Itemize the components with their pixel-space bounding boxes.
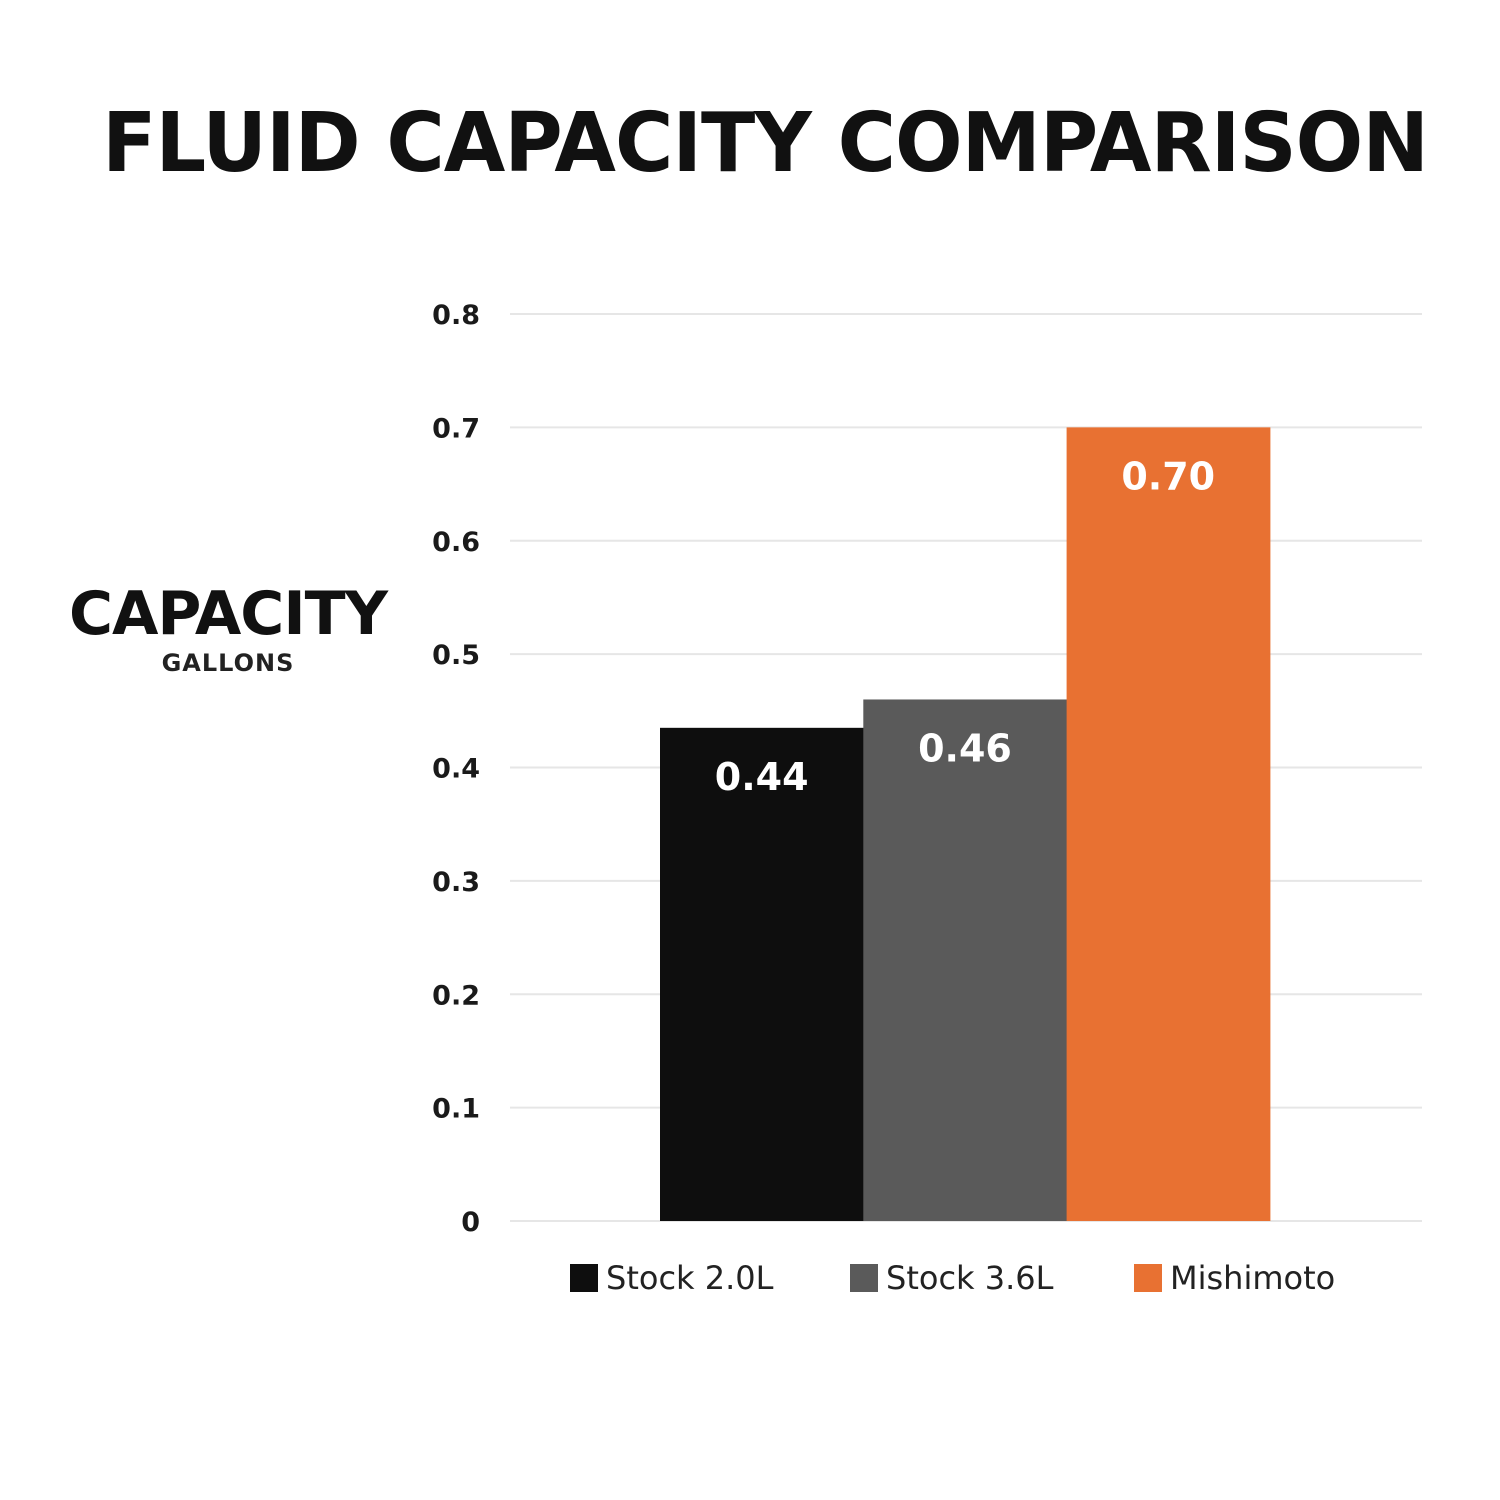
- y-axis-unit: GALLONS: [161, 649, 295, 677]
- bar-value-label: 0.70: [1121, 454, 1215, 498]
- chart-title: FLUID CAPACITY COMPARISON: [102, 96, 1429, 191]
- y-tick-label: 0.2: [432, 980, 480, 1011]
- legend-item-stock-2-0l: Stock 2.0L: [570, 1258, 773, 1298]
- y-tick-label: 0.8: [432, 300, 480, 331]
- y-tick-label: 0.5: [432, 640, 480, 671]
- legend-item-mishimoto: Mishimoto: [1134, 1258, 1335, 1298]
- legend-swatch-stock-2-0l: [570, 1264, 598, 1292]
- y-tick-label: 0.7: [432, 413, 480, 444]
- y-tick-label: 0.1: [432, 1094, 480, 1125]
- y-axis-label: CAPACITY GALLONS: [40, 580, 416, 678]
- bar-mishimoto: [1066, 427, 1271, 1221]
- bar-value-label: 0.44: [715, 755, 809, 799]
- legend-label-mishimoto: Mishimoto: [1170, 1259, 1336, 1297]
- legend-swatch-mishimoto: [1134, 1264, 1162, 1292]
- bar-stock-3-6l: [863, 699, 1068, 1221]
- y-tick-label: 0.4: [432, 754, 480, 785]
- legend-item-stock-3-6l: Stock 3.6L: [850, 1258, 1053, 1298]
- legend-swatch-stock-3-6l: [850, 1264, 878, 1292]
- bars: [660, 427, 1271, 1221]
- y-axis-title: CAPACITY: [68, 579, 388, 649]
- bar-stock-2-0l: [660, 727, 864, 1221]
- y-tick-label: 0.6: [432, 527, 480, 558]
- legend-label-stock-3-6l: Stock 3.6L: [886, 1259, 1054, 1297]
- bar-value-label: 0.46: [918, 726, 1012, 770]
- y-tick-label: 0: [461, 1207, 480, 1238]
- y-axis-ticks: 0 0.1 0.2 0.3 0.4 0.5 0.6 0.7 0.8: [432, 300, 480, 1238]
- bar-value-labels: 0.44 0.46 0.70: [715, 454, 1215, 798]
- legend-label-stock-2-0l: Stock 2.0L: [606, 1259, 774, 1297]
- y-tick-label: 0.3: [432, 867, 480, 898]
